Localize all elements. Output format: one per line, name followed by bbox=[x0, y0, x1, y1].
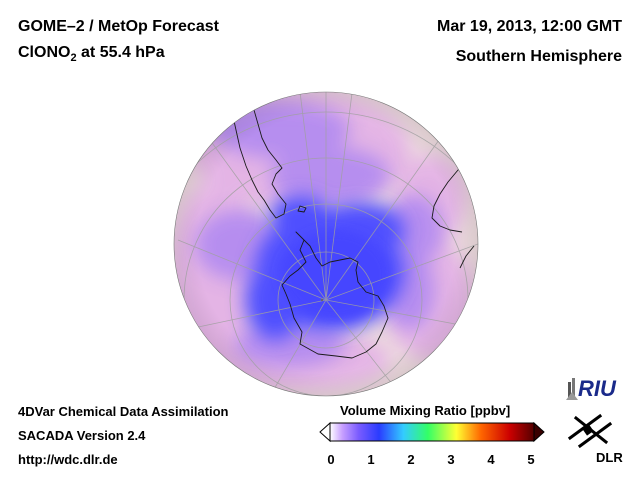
colorbar-tick-1: 1 bbox=[367, 452, 375, 467]
dlr-logo bbox=[567, 413, 613, 449]
dlr-logo-text: DLR bbox=[596, 450, 623, 465]
footer-url[interactable]: http://wdc.dlr.de bbox=[18, 452, 118, 467]
title-region: Southern Hemisphere bbox=[455, 48, 622, 65]
riu-logo-text: RIU bbox=[578, 376, 617, 401]
title-instrument: GOME–2 / MetOp Forecast bbox=[18, 18, 219, 35]
footer-version: SACADA Version 2.4 bbox=[18, 428, 146, 443]
colorbar-title: Volume Mixing Ratio [ppbv] bbox=[340, 403, 511, 418]
species-level: at 55.4 hPa bbox=[76, 44, 165, 61]
title-datetime: Mar 19, 2013, 12:00 GMT bbox=[437, 18, 622, 35]
africa-coast bbox=[431, 161, 471, 233]
colorbar-tick-0: 0 bbox=[327, 452, 335, 467]
footer-assimilation: 4DVar Chemical Data Assimilation bbox=[18, 404, 229, 419]
colorbar-tick-4: 4 bbox=[487, 452, 495, 467]
colorbar-tick-5: 5 bbox=[527, 452, 535, 467]
colorbar-high-arrow bbox=[533, 421, 545, 443]
colorbar-tick-2: 2 bbox=[407, 452, 415, 467]
south-america-coast bbox=[225, 92, 287, 219]
species-prefix: ClONO bbox=[18, 44, 71, 61]
colorbar-low-arrow bbox=[319, 421, 331, 443]
falklands-coast bbox=[297, 205, 307, 213]
species-subscript: 2 bbox=[70, 52, 77, 65]
colorbar-gradient bbox=[329, 422, 535, 442]
antarctica-coast bbox=[281, 231, 389, 359]
colorbar bbox=[319, 421, 545, 443]
riu-logo: RIU bbox=[566, 376, 617, 401]
title-species: ClONO2 at 55.4 hPa bbox=[18, 44, 165, 64]
colorbar-tick-3: 3 bbox=[447, 452, 455, 467]
